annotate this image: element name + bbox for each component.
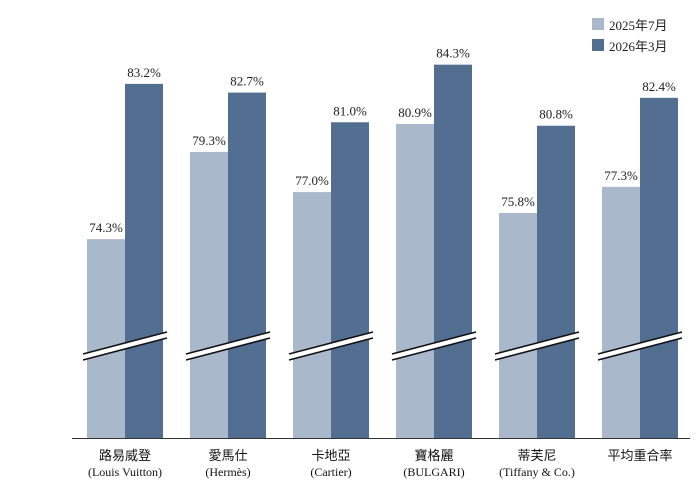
axis-break-line [391, 337, 477, 361]
bar-series2-cat2 [228, 92, 266, 438]
axis-break-line [494, 331, 580, 355]
category-sublabel: (Hermès) [205, 465, 250, 479]
category-label: 蒂芙尼 [517, 448, 556, 463]
category-sublabel: (Tiffany & Co.) [499, 465, 575, 479]
bar-value-label: 83.2% [127, 65, 161, 80]
legend-item-2025-07: 2025年7月 [592, 14, 696, 34]
axis-break-gap [392, 332, 476, 360]
category-label: 卡地亞 [311, 448, 350, 463]
category-sublabel: (Louis Vuitton) [88, 465, 162, 479]
axis-break-line [185, 331, 271, 355]
bar-value-label: 79.3% [192, 133, 226, 148]
legend-swatch-2025-07 [592, 18, 604, 30]
bar-series1-cat1 [87, 239, 125, 438]
axis-break-gap [598, 332, 682, 360]
axis-break-line [82, 331, 168, 355]
bar-series1-cat2 [190, 151, 228, 439]
axis-break-line [288, 331, 374, 355]
bar-series1-cat4 [396, 124, 434, 438]
bar-value-label: 84.3% [436, 46, 470, 61]
bar-series2-cat4 [434, 64, 472, 439]
legend-label-2025-07: 2025年7月 [609, 17, 668, 33]
axis-break-gap [186, 332, 270, 360]
axis-break-gap [83, 332, 167, 360]
bar-value-label: 75.8% [501, 194, 535, 209]
bar-series2-cat3 [331, 122, 369, 438]
axis-break-line [494, 337, 580, 361]
axis-break-line [185, 337, 271, 361]
axis-break-line [597, 337, 683, 361]
category-label: 寶格麗 [414, 448, 453, 463]
bar-value-label: 82.4% [642, 79, 676, 94]
chart-legend: 2025年7月 2026年3月 [592, 14, 696, 56]
bar-value-label: 74.3% [89, 220, 123, 235]
category-label: 路易威登 [99, 448, 151, 463]
legend-item-2026-03: 2026年3月 [592, 35, 696, 55]
axis-break-gap [289, 332, 373, 360]
bar-series1-cat6 [602, 186, 640, 438]
bar-series2-cat1 [125, 83, 163, 439]
bar-series1-cat5 [499, 212, 537, 438]
axis-break-gap [495, 332, 579, 360]
category-sublabel: (Cartier) [310, 465, 351, 479]
category-sublabel: (BULGARI) [403, 465, 464, 479]
axis-break-line [391, 331, 477, 355]
legend-swatch-2026-03 [592, 39, 604, 51]
legend-label-2026-03: 2026年3月 [609, 38, 668, 54]
bar-value-label: 77.0% [295, 173, 329, 188]
bar-value-label: 80.8% [539, 107, 573, 122]
axis-break-line [288, 337, 374, 361]
bar-value-label: 80.9% [398, 105, 432, 120]
category-label: 平均重合率 [607, 448, 672, 463]
bar-series2-cat5 [537, 125, 575, 439]
axis-break-line [597, 331, 683, 355]
category-label: 愛馬仕 [208, 448, 247, 463]
bar-value-label: 82.7% [230, 74, 264, 89]
bar-series1-cat3 [293, 192, 331, 438]
bar-value-label: 81.0% [333, 103, 367, 118]
axis-break-line [82, 337, 168, 361]
bar-value-label: 77.3% [604, 168, 638, 183]
bar-series2-cat6 [640, 97, 678, 438]
